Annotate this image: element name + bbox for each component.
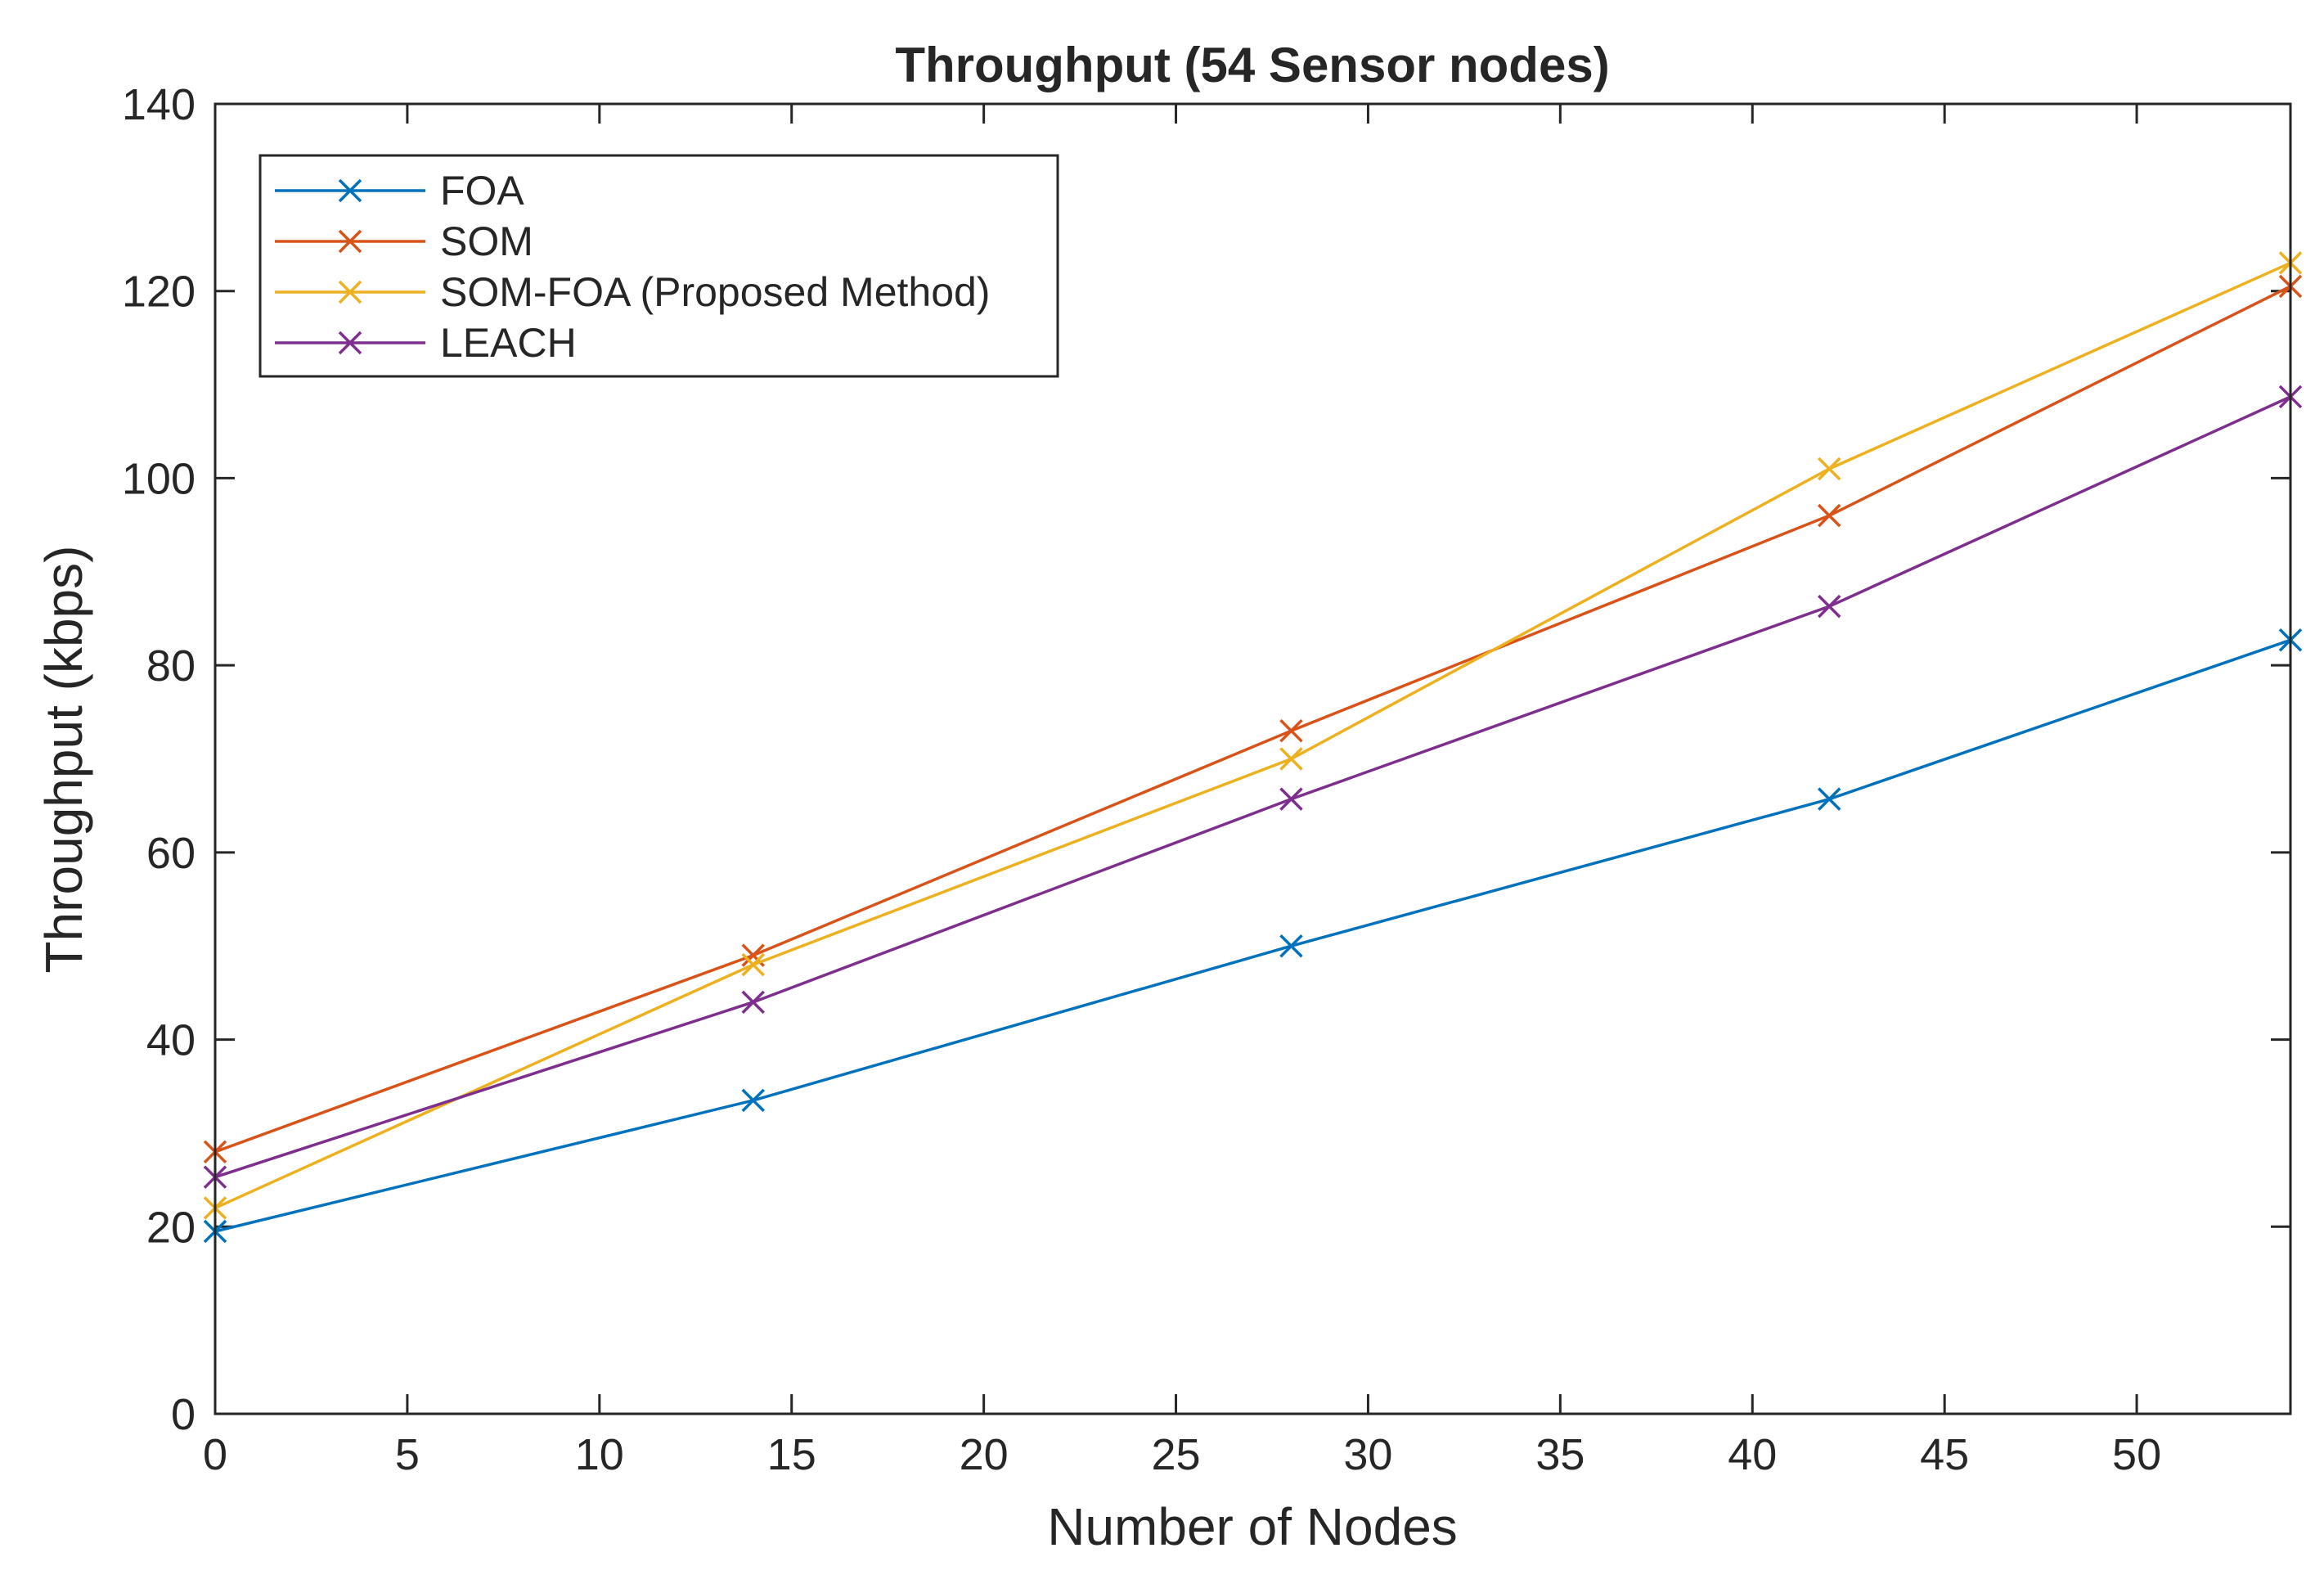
x-tick-label: 30	[1343, 1430, 1392, 1479]
y-tick-label: 20	[146, 1203, 196, 1252]
legend-entry-som-foa-proposed-method: SOM-FOA (Proposed Method)	[275, 269, 990, 315]
series-foa	[203, 628, 2303, 1244]
chart-title: Throughput (54 Sensor nodes)	[895, 38, 1609, 92]
x-tick-label: 0	[203, 1430, 227, 1479]
legend-entry-som: SOM	[275, 218, 533, 264]
x-tick-label: 45	[1920, 1430, 1969, 1479]
axis-ticks: 0 5 10 15 20 25 30 35 40 45 50 0 20 40 60 80 100 120 140	[122, 80, 2290, 1479]
x-tick-label: 20	[960, 1430, 1009, 1479]
plot-box	[214, 102, 2292, 1415]
y-tick-label: 100	[122, 454, 196, 503]
y-tick-label: 60	[146, 829, 196, 878]
legend-label: LEACH	[440, 320, 577, 366]
x-tick-label: 5	[395, 1430, 420, 1479]
legend-entry-foa: FOA	[275, 168, 524, 214]
legend-box	[258, 154, 1059, 378]
x-tick-label: 15	[767, 1430, 816, 1479]
legend-marker	[338, 280, 362, 304]
y-tick-label: 40	[146, 1016, 196, 1065]
data-point-foa	[741, 1088, 765, 1113]
data-point-som	[1279, 718, 1303, 743]
data-point-leach	[1817, 594, 1841, 619]
data-point-som-foa-proposed-method	[1817, 457, 1841, 481]
x-tick-label: 35	[1535, 1430, 1585, 1479]
legend-marker	[338, 178, 362, 203]
y-tick-label: 120	[122, 268, 196, 317]
legend-marker	[338, 229, 362, 254]
data-point-foa	[1279, 934, 1303, 958]
legend-marker	[338, 331, 362, 355]
data-point-som	[1817, 503, 1841, 528]
data-point-leach	[1279, 787, 1303, 811]
data-point-leach	[741, 990, 765, 1015]
legend-label: FOA	[440, 168, 524, 214]
x-tick-label: 25	[1151, 1430, 1200, 1479]
y-tick-label: 80	[146, 641, 196, 691]
legend-entry-leach: LEACH	[275, 320, 577, 366]
legend-label: SOM	[440, 218, 533, 264]
x-tick-label: 50	[2112, 1430, 2161, 1479]
data-point-som-foa-proposed-method	[741, 952, 765, 977]
series-layer	[203, 251, 2303, 1244]
y-tick-label: 0	[171, 1390, 196, 1439]
data-point-foa	[1817, 787, 1841, 811]
y-axis-label: Throughput (kbps)	[34, 546, 93, 974]
y-tick-label: 140	[122, 80, 196, 129]
x-axis-label: Number of Nodes	[1047, 1497, 1458, 1556]
x-tick-label: 10	[575, 1430, 624, 1479]
x-tick-label: 40	[1728, 1430, 1777, 1479]
legend-label: SOM-FOA (Proposed Method)	[440, 269, 990, 315]
data-point-som-foa-proposed-method	[1279, 747, 1303, 771]
